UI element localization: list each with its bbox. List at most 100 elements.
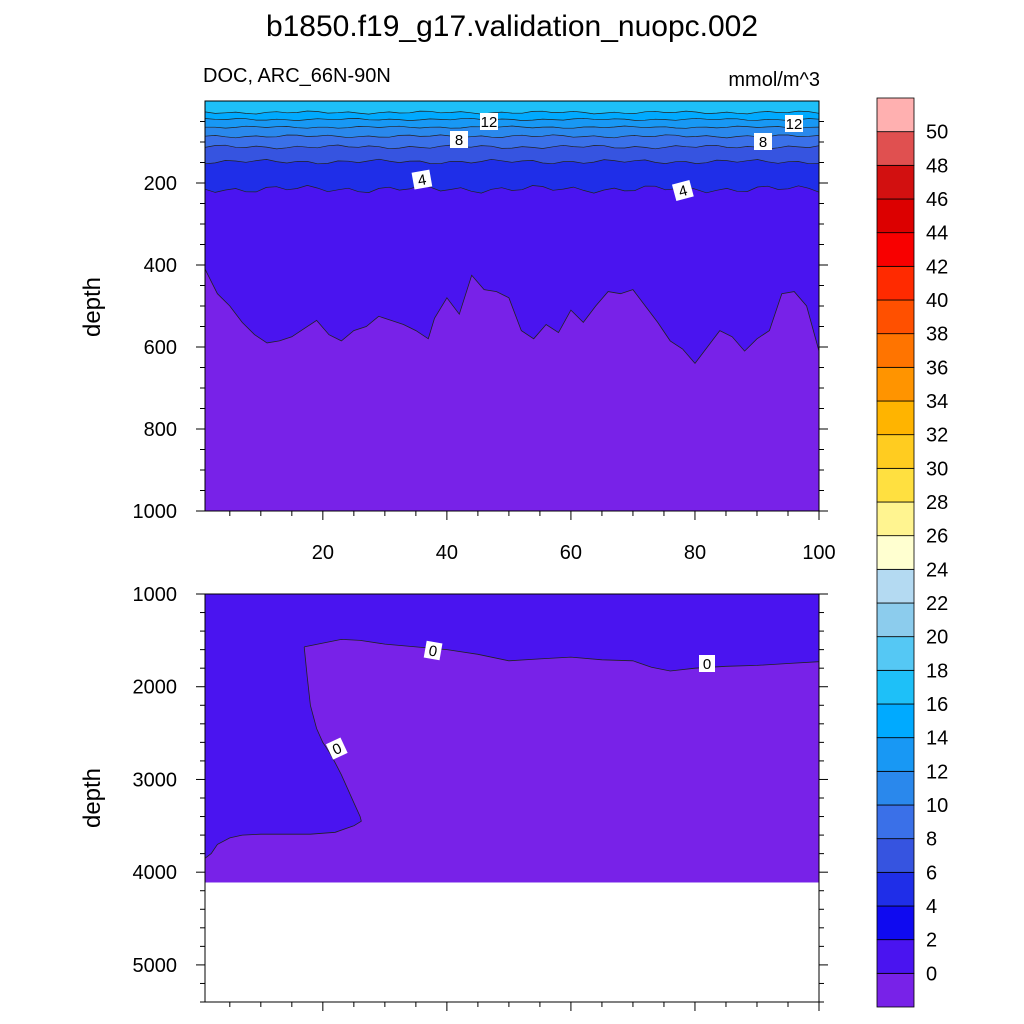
colorbar-label: 32 (926, 425, 948, 447)
upper-contour-label-box (754, 133, 772, 150)
colorbar-swatch (876, 366, 915, 402)
upper-contour-label-text: 8 (455, 132, 463, 149)
colorbar-swatch (876, 804, 915, 840)
upper-contour-label-box (671, 179, 694, 202)
upper-contour-label: 4 (411, 169, 433, 190)
colorbar-label: 42 (926, 256, 948, 278)
upper-contour-label-box (450, 131, 468, 148)
colorbar-swatch (876, 770, 915, 806)
lower-contour-label-text: 0 (703, 656, 711, 673)
lower-contour-label: 0 (325, 737, 348, 760)
upper-xtick-label: 60 (560, 542, 582, 564)
lower-contour-label: 0 (423, 640, 443, 661)
colorbar-swatch (876, 131, 915, 166)
colorbar-swatch (876, 905, 915, 941)
lower-contour-0-left (303, 646, 362, 827)
upper-contour-label: 4 (671, 179, 694, 202)
upper-contour-label-text: 8 (759, 134, 767, 151)
upper-contour-label-box (480, 113, 498, 130)
upper-xtick-label: 20 (312, 542, 334, 564)
upper-contour-8 (204, 144, 820, 150)
colorbar-swatch (876, 636, 915, 671)
lower-ytick-label: 2000 (133, 677, 178, 699)
colorbar-swatch (876, 737, 915, 772)
colorbar-swatch (876, 400, 915, 436)
colorbar-swatch (876, 501, 915, 537)
lower-contour-labels: 0 0 0 (325, 640, 715, 760)
upper-subtitle-left: DOC, ARC_66N-90N (203, 65, 391, 87)
colorbar-label: 28 (926, 492, 948, 514)
upper-ytick-label: 600 (144, 337, 177, 359)
upper-panel: DOC, ARC_66N-90N mmol/m^3 depth 12 12 8 8 4 4… (79, 65, 836, 564)
lower-fill-above-0 (205, 639, 819, 883)
colorbar-swatch (876, 299, 915, 335)
lower-ytick-label: 5000 (133, 955, 178, 977)
lower-contour-label-text: 0 (427, 642, 438, 660)
colorbar-swatch (876, 602, 915, 638)
colorbar-swatch (876, 164, 915, 200)
colorbar-swatch (876, 265, 915, 301)
colorbar-label: 50 (926, 122, 948, 144)
upper-contour-labels: 12 12 8 8 4 4 (411, 113, 803, 202)
colorbar-label: 48 (926, 155, 948, 177)
colorbar-label: 46 (926, 189, 948, 211)
colorbar-label: 14 (926, 728, 948, 750)
colorbar-label: 34 (926, 391, 948, 413)
lower-ticks: 1000 2000 3000 4000 5000 (133, 584, 828, 1011)
colorbar: 0246810121416182022242628303234363840424… (876, 97, 948, 1008)
colorbar-swatch (876, 333, 915, 368)
colorbar-swatch (876, 669, 915, 705)
colorbar-swatch (876, 939, 915, 974)
colorbar-label: 38 (926, 324, 948, 346)
lower-ytick-label: 4000 (133, 862, 178, 884)
upper-contour-label-box (785, 115, 803, 132)
colorbar-swatch (876, 703, 915, 739)
colorbar-swatch (876, 568, 915, 604)
upper-contour-14 (204, 117, 820, 121)
chart-title: b1850.f19_g17.validation_nuopc.002 (266, 10, 758, 43)
upper-contour-label: 12 (480, 113, 498, 131)
colorbar-label: 2 (926, 930, 937, 952)
lower-contour-0-bottom (204, 825, 354, 859)
lower-ytick-label: 3000 (133, 769, 178, 791)
colorbar-label: 4 (926, 896, 937, 918)
upper-contour-6 (204, 158, 820, 165)
colorbar-label: 0 (926, 963, 937, 985)
colorbar-label: 26 (926, 526, 948, 548)
upper-contour-2 (204, 268, 820, 365)
colorbar-swatch (876, 232, 915, 267)
lower-contour-fills (205, 594, 819, 883)
upper-ylabel: depth (79, 277, 106, 337)
colorbar-swatch (876, 97, 915, 133)
upper-contour-label: 12 (785, 115, 803, 133)
upper-ytick-label: 1000 (133, 501, 178, 523)
colorbar-swatch (876, 535, 915, 570)
colorbar-label: 8 (926, 829, 937, 851)
upper-contour-12 (205, 125, 820, 129)
upper-contour-10 (204, 134, 820, 139)
lower-contour-label-box (423, 640, 443, 661)
upper-contour-label-text: 12 (786, 116, 803, 133)
lower-contour-label-box (699, 655, 715, 672)
colorbar-label: 40 (926, 290, 948, 312)
colorbar-label: 6 (926, 862, 937, 884)
upper-band-16 (205, 101, 819, 115)
colorbar-swatch (876, 871, 915, 907)
upper-xtick-label: 80 (684, 542, 706, 564)
colorbar-swatch (876, 972, 915, 1008)
colorbar-swatch (876, 838, 915, 873)
upper-contour-fills (205, 101, 819, 511)
upper-contour-label: 8 (450, 131, 468, 149)
lower-contour-lines (204, 638, 820, 859)
upper-contour-label-text: 4 (417, 171, 428, 189)
colorbar-swatch (876, 434, 915, 469)
colorbar-swatch (876, 198, 915, 234)
colorbar-label: 20 (926, 627, 948, 649)
upper-contour-16 (204, 110, 820, 115)
lower-ytick-label: 1000 (133, 584, 178, 606)
upper-ytick-label: 200 (144, 173, 177, 195)
colorbar-label: 30 (926, 458, 948, 480)
lower-contour-label-box (325, 737, 348, 760)
upper-contour-label-box (411, 169, 433, 190)
